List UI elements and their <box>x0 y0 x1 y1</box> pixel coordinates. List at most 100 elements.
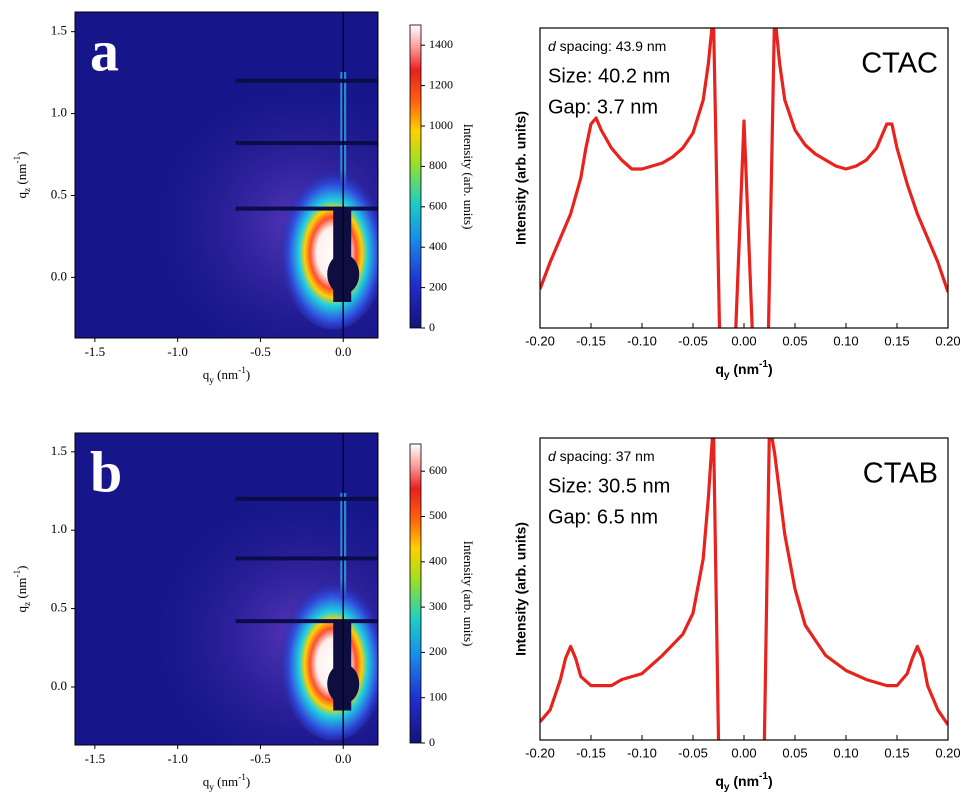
y-tick-label: 1.0 <box>51 105 67 120</box>
detector-gap <box>235 496 378 501</box>
annotation: d spacing: 43.9 nm <box>548 38 666 54</box>
detector-gap <box>235 206 378 211</box>
label-part: (nm <box>729 773 759 789</box>
colorbar-tick-label: 600 <box>429 199 447 213</box>
colorbar-tick-label: 1400 <box>429 37 453 51</box>
panel-label: a <box>90 18 119 83</box>
y-tick-label: 0.0 <box>51 678 67 693</box>
label-part: ) <box>14 152 29 156</box>
colorbar-tick-label: 1000 <box>429 118 453 132</box>
label-part: (nm <box>214 774 238 789</box>
detector-gap <box>235 78 378 83</box>
label-part: (nm <box>214 367 238 382</box>
sample-label: CTAB <box>863 458 938 490</box>
x-tick-label: 0.00 <box>731 745 756 760</box>
label-part: ) <box>768 773 773 789</box>
annotation: Gap: 6.5 nm <box>548 506 658 528</box>
x-tick-label: -0.10 <box>627 333 657 348</box>
label-part: -1 <box>759 359 768 370</box>
x-tick-label: -0.05 <box>678 333 708 348</box>
x-tick-label: -0.20 <box>525 333 555 348</box>
label-part: q <box>715 361 724 377</box>
x-tick-label: 0.0 <box>335 344 351 359</box>
label-part: y <box>209 783 214 793</box>
y-tick-label: 1.5 <box>51 443 67 458</box>
detector-gap <box>235 556 378 561</box>
colorbar-tick-label: 100 <box>429 689 447 703</box>
colorbar-tick-label: 0 <box>429 320 435 334</box>
data-line <box>540 28 948 328</box>
x-tick-label: 0.15 <box>884 333 909 348</box>
x-tick-label: 0.20 <box>935 333 960 348</box>
x-tick-label: 0.05 <box>782 745 807 760</box>
label-part: (nm <box>14 164 29 188</box>
label-part: y <box>724 370 730 381</box>
heatmap-image <box>75 12 378 338</box>
detector-gap <box>235 141 378 146</box>
y-axis-label: Intensity (arb. units) <box>513 111 529 245</box>
annotation: Gap: 3.7 nm <box>548 96 658 118</box>
annotation: Size: 40.2 nm <box>548 65 670 87</box>
label-part: -1 <box>13 156 23 164</box>
axis-label: qy (nm-1) <box>203 773 251 793</box>
axis-label: qy (nm-1) <box>203 366 251 386</box>
colorbar-tick-label: 200 <box>429 644 447 658</box>
x-tick-label: -0.15 <box>576 745 606 760</box>
annotation: Size: 30.5 nm <box>548 475 670 497</box>
x-tick-label: -0.10 <box>627 745 657 760</box>
x-tick-label: 0.00 <box>731 333 756 348</box>
label-part: ) <box>246 774 250 789</box>
y-tick-label: 1.0 <box>51 521 67 536</box>
x-tick-label: -0.15 <box>576 333 606 348</box>
panel-label: b <box>90 439 122 504</box>
x-tick-label: -1.0 <box>167 751 188 766</box>
label-part: ) <box>246 367 250 382</box>
x-tick-label: -1.5 <box>85 751 106 766</box>
label-part: q <box>14 192 29 199</box>
label-part: -1 <box>13 570 23 578</box>
label-part: -1 <box>238 366 246 376</box>
colorbar-label: Intensity (arb. units) <box>461 124 476 230</box>
label-part: ) <box>768 361 773 377</box>
x-tick-label: 0.10 <box>833 333 858 348</box>
axis-label: qy (nm-1) <box>715 359 772 381</box>
x-tick-label: -0.5 <box>250 344 271 359</box>
y-axis-label: Intensity (arb. units) <box>513 522 529 656</box>
colorbar-tick-label: 800 <box>429 158 447 172</box>
label-part: q <box>14 606 29 613</box>
label-part: q <box>203 367 210 382</box>
label-part: q <box>203 774 210 789</box>
heatmap-image <box>75 433 378 745</box>
label-part: z <box>23 188 33 192</box>
colorbar-tick-label: 200 <box>429 279 447 293</box>
label-part: -1 <box>238 773 246 783</box>
label-part: y <box>724 782 730 793</box>
annotation-part: spacing: 37 nm <box>556 448 655 464</box>
label-part: (nm <box>14 578 29 602</box>
label-part: -1 <box>759 771 768 782</box>
colorbar-tick-label: 300 <box>429 599 447 613</box>
colorbar-tick-label: 400 <box>429 239 447 253</box>
axis-label: qz (nm-1) <box>13 152 33 199</box>
x-tick-label: 0.15 <box>884 745 909 760</box>
annotation: d spacing: 37 nm <box>548 448 655 464</box>
colorbar-tick-label: 500 <box>429 508 447 522</box>
y-tick-label: 1.5 <box>51 23 67 38</box>
sample-label: CTAC <box>861 48 938 80</box>
y-tick-label: 0.5 <box>51 600 67 615</box>
x-tick-label: 0.10 <box>833 745 858 760</box>
y-tick-label: 0.0 <box>51 268 67 283</box>
frame <box>74 432 379 746</box>
x-tick-label: -0.20 <box>525 745 555 760</box>
axis-label: qz (nm-1) <box>13 566 33 613</box>
label-part: (nm <box>729 361 759 377</box>
colorbar-tick-label: 400 <box>429 554 447 568</box>
y-tick-label: 0.5 <box>51 186 67 201</box>
colorbar-tick-label: 600 <box>429 463 447 477</box>
label-part: q <box>715 773 724 789</box>
label-part: ) <box>14 566 29 570</box>
frame <box>74 11 379 339</box>
x-tick-label: -0.5 <box>250 751 271 766</box>
